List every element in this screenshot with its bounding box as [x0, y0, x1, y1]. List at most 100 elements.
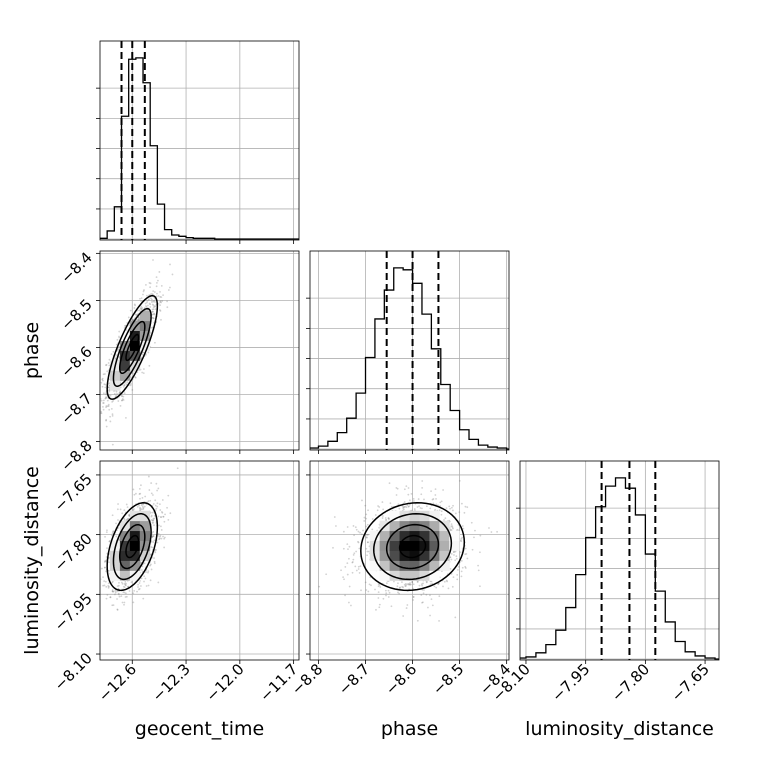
scatter-geocent-time-vs-phase-contour-0	[125, 333, 140, 362]
scatter-phase-vs-luminosity-distance-point	[416, 506, 419, 508]
scatter-phase-vs-luminosity-distance-point	[377, 597, 380, 599]
scatter-geocent-time-vs-phase-point	[115, 394, 118, 397]
scatter-phase-vs-luminosity-distance-point	[461, 566, 464, 569]
scatter-geocent-time-vs-luminosity-distance-point	[111, 514, 114, 517]
scatter-phase-vs-luminosity-distance-point	[456, 574, 459, 576]
scatter-geocent-time-vs-luminosity-distance-contour-3	[106, 502, 159, 592]
scatter-geocent-time-vs-luminosity-distance-point	[109, 596, 112, 599]
hist-luminosity-distance-bin-7	[586, 538, 596, 659]
scatter-phase-vs-luminosity-distance-contour-0	[398, 534, 427, 559]
scatter-phase-vs-luminosity-distance-point	[377, 591, 380, 594]
scatter-phase-vs-luminosity-distance-point	[332, 546, 334, 549]
scatter-phase-vs-luminosity-distance-point	[347, 601, 350, 604]
scatter-geocent-time-vs-phase-point	[127, 316, 130, 319]
scatter-geocent-time-vs-phase-density-cell	[139, 330, 151, 341]
scatter-phase-vs-luminosity-distance-density-cell	[419, 530, 430, 541]
scatter-phase-vs-luminosity-distance-point	[342, 576, 345, 579]
scatter-geocent-time-vs-luminosity-distance-point	[114, 590, 117, 592]
scatter-phase-vs-luminosity-distance-point	[412, 596, 415, 598]
hist-geocent-time-bin-9	[165, 230, 172, 239]
scatter-geocent-time-vs-luminosity-distance-point	[156, 505, 159, 508]
scatter-geocent-time-vs-phase-point	[124, 325, 126, 327]
scatter-geocent-time-vs-phase-point	[108, 384, 111, 387]
scatter-phase-vs-luminosity-distance-point	[364, 581, 367, 584]
hist-phase-bin-11	[413, 283, 422, 449]
scatter-geocent-time-vs-phase-point	[148, 302, 151, 305]
scatter-phase-vs-luminosity-distance-point	[440, 500, 443, 503]
scatter-geocent-time-vs-luminosity-distance-point	[123, 603, 125, 606]
scatter-phase-vs-luminosity-distance-point	[396, 585, 399, 588]
scatter-phase-vs-luminosity-distance-point	[401, 505, 404, 508]
scatter-phase-vs-luminosity-distance-point	[347, 548, 349, 551]
scatter-geocent-time-vs-luminosity-distance-point	[139, 497, 141, 500]
scatter-geocent-time-vs-luminosity-distance-point	[116, 598, 118, 600]
scatter-geocent-time-vs-phase-point	[152, 317, 154, 319]
scatter-geocent-time-vs-luminosity-distance-point	[105, 570, 107, 573]
scatter-phase-vs-luminosity-distance-point	[450, 523, 453, 526]
scatter-geocent-time-vs-luminosity-distance-point	[138, 587, 141, 590]
scatter-geocent-time-vs-luminosity-distance-density-cell	[119, 570, 131, 581]
scatter-geocent-time-vs-phase-point	[111, 400, 114, 403]
scatter-geocent-time-vs-phase-point	[107, 362, 110, 364]
xlabel-phase: phase	[381, 718, 438, 740]
scatter-phase-vs-luminosity-distance-point	[419, 507, 422, 509]
luminosity-distance-ytick-label-1: −7.95	[51, 589, 96, 634]
scatter-phase-vs-luminosity-distance-point	[450, 558, 453, 561]
scatter-geocent-time-vs-phase-point	[159, 290, 161, 293]
scatter-geocent-time-vs-phase-point	[146, 309, 149, 311]
scatter-geocent-time-vs-luminosity-distance-point	[132, 508, 135, 511]
scatter-phase-vs-luminosity-distance-point	[464, 547, 467, 550]
hist-phase-bin-15	[450, 410, 459, 449]
scatter-phase-vs-luminosity-distance-point	[452, 527, 454, 530]
scatter-geocent-time-vs-phase-panel: −8.8 −8.7 −8.6 −8.5 −8.4	[57, 248, 300, 475]
scatter-geocent-time-vs-phase-point	[105, 363, 108, 366]
scatter-geocent-time-vs-phase-density-cell	[119, 370, 131, 381]
scatter-geocent-time-vs-phase-point	[108, 358, 111, 361]
scatter-geocent-time-vs-luminosity-distance-point	[124, 580, 127, 583]
scatter-phase-vs-luminosity-distance-density-cell	[389, 520, 400, 532]
scatter-phase-vs-luminosity-distance-point	[397, 503, 400, 506]
scatter-geocent-time-vs-luminosity-distance-point	[105, 597, 108, 600]
scatter-geocent-time-vs-phase-density-cell	[119, 350, 131, 361]
scatter-geocent-time-vs-phase-point	[145, 306, 148, 309]
scatter-geocent-time-vs-luminosity-distance-point	[157, 487, 160, 490]
scatter-phase-vs-luminosity-distance-density-cell	[419, 570, 430, 581]
scatter-geocent-time-vs-luminosity-distance-point	[158, 524, 160, 527]
scatter-phase-vs-luminosity-distance-density-cell	[439, 530, 450, 541]
scatter-geocent-time-vs-luminosity-distance-density-cell	[129, 540, 141, 551]
scatter-phase-vs-luminosity-distance-point	[427, 606, 429, 609]
scatter-phase-vs-luminosity-distance-point	[452, 509, 454, 512]
scatter-phase-vs-luminosity-distance-point	[460, 570, 463, 573]
hist-geocent-time-bin-12	[186, 238, 193, 239]
scatter-geocent-time-vs-phase-point	[139, 307, 142, 309]
scatter-geocent-time-vs-phase-point	[154, 305, 156, 307]
scatter-geocent-time-vs-luminosity-distance-point	[155, 507, 158, 510]
scatter-geocent-time-vs-phase-point	[151, 316, 154, 319]
scatter-phase-vs-luminosity-distance-point	[358, 547, 361, 550]
hist-geocent-time-bin-3	[122, 116, 129, 239]
scatter-phase-vs-luminosity-distance-point	[429, 594, 431, 597]
scatter-phase-vs-luminosity-distance-point	[388, 518, 390, 521]
scatter-phase-vs-luminosity-distance-point	[389, 502, 392, 505]
scatter-phase-vs-luminosity-distance-point	[404, 583, 407, 585]
scatter-phase-vs-luminosity-distance-point	[353, 552, 356, 555]
scatter-phase-vs-luminosity-distance-point	[401, 581, 403, 584]
scatter-geocent-time-vs-phase-point	[104, 373, 106, 375]
hist-luminosity-distance-bin-13	[645, 554, 655, 659]
scatter-geocent-time-vs-luminosity-distance-point	[117, 503, 119, 505]
scatter-phase-vs-luminosity-distance-density-cell	[389, 550, 400, 561]
scatter-geocent-time-vs-luminosity-distance-point	[149, 499, 152, 502]
scatter-geocent-time-vs-phase-point	[144, 353, 147, 356]
scatter-geocent-time-vs-luminosity-distance-point	[152, 519, 154, 522]
scatter-phase-vs-luminosity-distance-point	[452, 550, 455, 553]
scatter-geocent-time-vs-luminosity-distance-point	[120, 581, 123, 584]
scatter-geocent-time-vs-phase-point	[171, 273, 174, 276]
scatter-geocent-time-vs-phase-point	[108, 389, 111, 391]
scatter-phase-vs-luminosity-distance-point	[360, 589, 362, 592]
scatter-geocent-time-vs-luminosity-distance-point	[107, 570, 110, 572]
scatter-geocent-time-vs-luminosity-distance-point	[100, 567, 103, 570]
scatter-geocent-time-vs-phase-point	[150, 297, 152, 300]
scatter-phase-vs-luminosity-distance-density-cell	[409, 520, 420, 532]
scatter-geocent-time-vs-luminosity-distance-point	[116, 585, 119, 588]
hist-luminosity-distance-bin-9	[606, 486, 616, 659]
